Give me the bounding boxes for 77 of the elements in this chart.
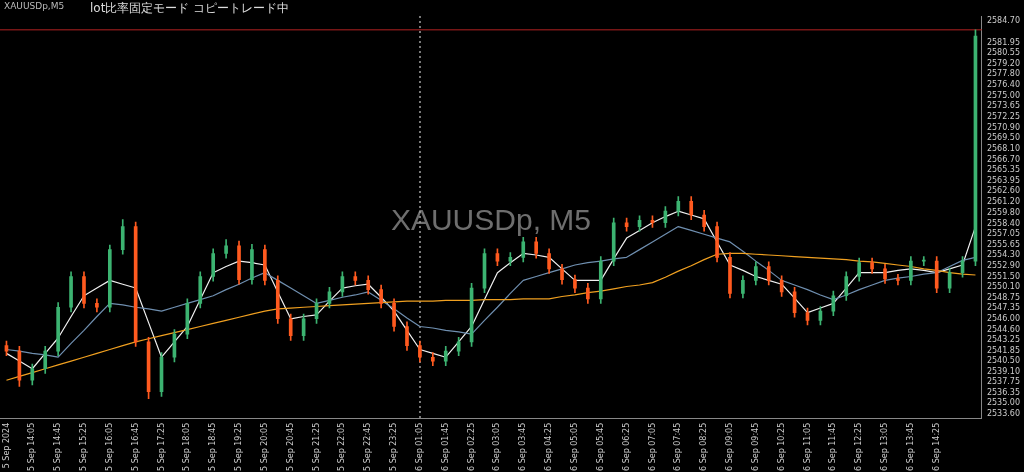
x-tick-label: 5 Sep 22:45 [363,422,373,471]
x-tick-label: 5 Sep 18:05 [182,422,192,471]
x-tick-label: 5 Sep 14:05 [27,422,37,471]
x-tick-label: 6 Sep 03:05 [492,422,502,471]
x-tick-label: 5 Sep 15:25 [79,422,89,471]
y-tick-label: 2548.75 [986,292,1021,302]
y-tick-label: 2535.00 [986,398,1021,408]
x-tick-label: 5 Sep 14:45 [53,422,63,471]
x-tick-label: 5 Sep 16:45 [130,422,140,471]
x-tick-label: 6 Sep 06:25 [621,422,631,471]
x-tick-label: 6 Sep 09:45 [750,422,760,471]
y-tick-label: 2555.65 [986,239,1021,249]
x-tick-label: 6 Sep 01:05 [414,422,424,471]
y-tick-label: 2544.60 [986,324,1021,334]
y-tick-label: 2570.90 [986,122,1021,132]
y-tick-label: 2572.25 [986,112,1021,122]
y-tick-label: 2559.80 [986,207,1021,217]
y-tick-label: 2563.95 [986,175,1021,185]
y-tick-label: 2562.60 [986,186,1021,196]
y-tick-label: 2581.95 [986,37,1021,47]
y-tick-label: 2540.50 [986,356,1021,366]
x-tick-label: 6 Sep 05:45 [595,422,605,471]
y-tick-label: 2584.70 [986,16,1021,26]
x-tick-label: 6 Sep 04:25 [544,422,554,471]
x-tick-label: 6 Sep 02:25 [466,422,476,471]
y-tick-label: 2580.55 [986,48,1021,58]
x-tick-label: 6 Sep 09:05 [725,422,735,471]
y-tick-label: 2543.25 [986,335,1021,344]
y-tick-label: 2566.70 [986,154,1021,164]
y-tick-label: 2576.40 [986,80,1021,90]
y-tick-label: 2551.50 [986,271,1021,281]
x-tick-label: 5 Sep 16:05 [104,422,114,471]
x-tick-label: 6 Sep 14:25 [931,422,941,471]
x-tick-label: 6 Sep 12:25 [854,422,864,471]
x-tick-label: 6 Sep 07:45 [673,422,683,471]
y-tick-label: 2565.35 [986,165,1021,175]
x-tick-label: 6 Sep 11:05 [802,422,812,471]
x-tick-label: 5 Sep 20:45 [285,422,295,471]
y-tick-label: 2541.85 [986,345,1021,355]
y-tick-label: 2579.20 [986,58,1021,68]
x-tick-label: 5 Sep 20:05 [259,422,269,471]
y-tick-label: 2536.35 [986,388,1021,398]
x-tick-label: 5 Sep 19:25 [234,422,244,471]
x-tick-label: 6 Sep 11:45 [828,422,838,471]
y-tick-label: 2557.05 [986,228,1021,238]
x-tick-label: 5 Sep 17:25 [156,422,166,471]
y-tick-label: 2546.00 [986,313,1021,323]
x-tick-label: 6 Sep 01:45 [440,422,450,471]
y-tick-label: 2537.75 [986,377,1021,387]
x-tick-label: 6 Sep 08:25 [699,422,709,471]
x-tick-label: 5 Sep 18:45 [208,422,218,471]
text: XAUUSDp, M5 [390,202,591,236]
y-tick-label: 2554.30 [986,250,1021,260]
chart-subtitle: XAUUSDp,M5 [4,1,65,11]
y-tick-label: 2569.50 [986,133,1021,143]
x-tick-label: 6 Sep 05:05 [570,422,580,471]
y-tick-label: 2539.10 [986,366,1021,376]
y-tick-label: 2533.60 [986,409,1021,419]
y-tick-label: 2577.80 [986,69,1021,79]
x-tick-label: 6 Sep 10:25 [776,422,786,471]
x-tick-label: 6 Sep 13:05 [880,422,890,471]
y-tick-label: 2573.65 [986,101,1021,111]
x-tick-label: 5 Sep 23:25 [389,422,399,471]
y-tick-label: 2558.40 [986,218,1021,228]
text: lot比率固定モード コピートレード中 [90,0,290,17]
y-tick-label: 2550.10 [986,282,1021,292]
x-tick-label: 6 Sep 03:45 [518,422,528,471]
x-tick-label: 5 Sep 21:25 [311,422,321,471]
y-tick-label: 2568.10 [986,144,1021,154]
x-tick-label: 6 Sep 07:05 [647,422,657,471]
y-tick-label: 2547.35 [986,303,1021,313]
y-tick-label: 2575.00 [986,91,1021,100]
y-tick-label: 2561.20 [986,197,1021,207]
x-tick-label: 5 Sep 2024 [1,422,11,469]
x-tick-label: 6 Sep 13:45 [905,422,915,471]
y-tick-label: 2552.90 [986,260,1021,270]
x-tick-label: 5 Sep 22:05 [337,422,347,471]
